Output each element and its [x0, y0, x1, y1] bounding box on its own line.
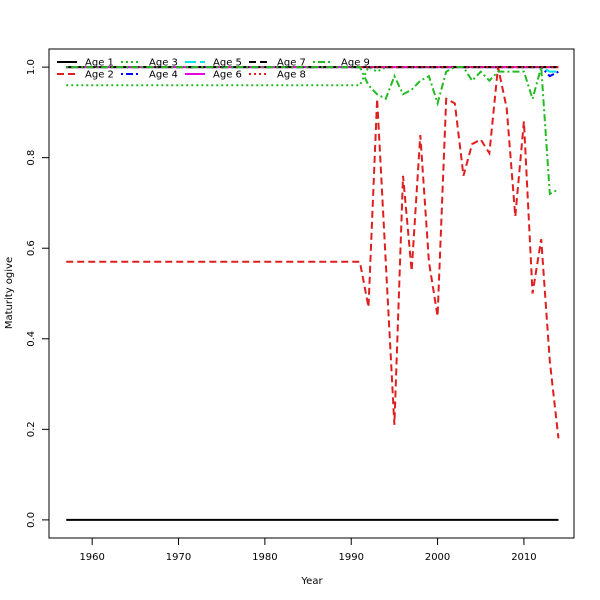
legend-label: Age 7: [277, 58, 306, 69]
legend-label: Age 5: [213, 58, 242, 69]
legend-item-age-5: Age 5: [185, 58, 242, 69]
x-tick-label: 1960: [79, 552, 104, 563]
series-lines: [66, 65, 560, 521]
legend-item-age-6: Age 6: [185, 70, 242, 81]
x-axis: 1960 1970 1980 1990 2000 2010: [79, 537, 537, 563]
legend-item-age-2: Age 2: [57, 70, 114, 81]
y-tick-label: 0.0: [26, 512, 37, 528]
x-tick-label: 1970: [166, 552, 191, 563]
legend-item-age-4: Age 4: [121, 70, 178, 81]
legend-item-age-1: Age 1: [57, 58, 114, 69]
legend-label: Age 4: [149, 70, 178, 81]
legend-label: Age 8: [277, 70, 306, 81]
x-axis-label: Year: [300, 576, 323, 587]
x-tick-label: 1990: [338, 552, 363, 563]
series-line-age-9: [66, 66, 559, 196]
y-tick-label: 1.0: [26, 59, 37, 75]
series-line-age-4: [66, 66, 559, 78]
y-tick-label: 0.2: [26, 421, 37, 437]
legend-label: Age 2: [85, 70, 114, 81]
y-axis-label: Maturity ogive: [4, 257, 15, 329]
y-axis: 0.0 0.2 0.4 0.6 0.8 1.0: [26, 59, 50, 528]
x-tick-label: 2010: [511, 552, 536, 563]
x-tick-label: 1980: [252, 552, 277, 563]
legend-label: Age 1: [85, 58, 114, 69]
y-tick-label: 0.8: [26, 150, 37, 166]
legend-item-age-9: Age 9: [313, 58, 370, 69]
y-tick-label: 0.6: [26, 240, 37, 256]
series-line-age-2: [66, 66, 560, 439]
legend-label: Age 6: [213, 70, 242, 81]
legend-label: Age 9: [341, 58, 370, 69]
series-line-age-5: [66, 66, 559, 73]
legend-item-age-3: Age 3: [121, 58, 178, 69]
legend-item-age-8: Age 8: [249, 70, 306, 81]
x-tick-label: 2000: [425, 552, 450, 563]
y-tick-label: 0.4: [26, 331, 37, 347]
legend-item-age-7: Age 7: [249, 58, 306, 69]
plot-frame: [48, 48, 575, 539]
legend-label: Age 3: [149, 58, 178, 69]
